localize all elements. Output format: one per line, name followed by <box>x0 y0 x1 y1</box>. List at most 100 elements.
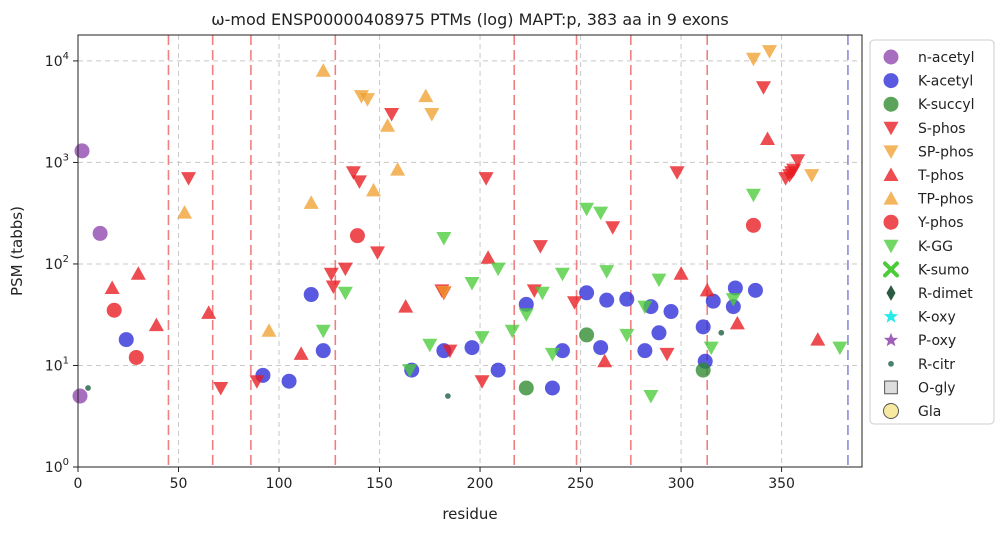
point-tp-phos <box>303 195 319 209</box>
legend-label: T-phos <box>917 168 964 184</box>
legend-item-o-gly: O-gly <box>884 380 956 396</box>
point-k-gg <box>579 202 595 217</box>
point-t-phos <box>673 266 689 280</box>
y-tick-label: 104 <box>45 51 69 70</box>
point-tp-phos <box>177 205 193 219</box>
point-k-gg <box>651 273 667 288</box>
legend-label: SP-phos <box>918 144 974 160</box>
point-t-phos <box>699 282 715 297</box>
legend-marker <box>883 191 899 205</box>
legend-label: K-acetyl <box>918 74 973 90</box>
legend-label: K-GG <box>918 239 953 255</box>
point-k-acetyl <box>705 293 721 309</box>
legend-marker <box>883 261 899 278</box>
legend-marker <box>886 285 896 301</box>
point-s-phos <box>532 240 548 254</box>
point-y-phos <box>128 349 144 365</box>
point-s-phos <box>351 175 367 189</box>
point-r-citr <box>445 393 451 399</box>
legend-marker <box>883 309 899 323</box>
legend-label: R-dimet <box>918 286 973 302</box>
point-n-acetyl <box>72 388 88 404</box>
y-axis-label: PSM (tabbs) <box>8 206 26 296</box>
point-k-gg <box>554 267 570 282</box>
point-k-gg <box>464 276 480 291</box>
point-k-acetyl <box>593 340 609 356</box>
point-k-gg <box>832 341 848 356</box>
point-s-phos <box>659 347 675 362</box>
point-tp-phos <box>390 162 406 176</box>
data-points <box>72 45 848 404</box>
legend-marker <box>883 167 899 181</box>
point-s-phos <box>442 344 458 359</box>
legend-label: K-oxy <box>918 310 956 326</box>
legend-marker <box>883 96 899 112</box>
legend-marker <box>883 214 899 230</box>
chart-title: ω-mod ENSP00000408975 PTMs (log) MAPT:p,… <box>211 10 729 29</box>
legend-item-n-acetyl: n-acetyl <box>883 49 974 66</box>
point-sp-phos <box>762 45 778 59</box>
legend-item-k-succyl: K-succyl <box>883 96 975 113</box>
point-k-gg <box>745 188 761 203</box>
point-k-succyl <box>579 327 595 343</box>
x-tick-label: 300 <box>668 476 695 492</box>
x-tick-label: 0 <box>74 476 83 492</box>
point-k-acetyl <box>490 362 506 378</box>
legend-label: K-sumo <box>918 262 969 278</box>
point-tp-phos <box>366 182 382 197</box>
legend-item-k-acetyl: K-acetyl <box>883 73 973 90</box>
point-s-phos <box>567 296 583 310</box>
point-k-gg <box>504 324 520 339</box>
point-s-phos <box>755 81 771 95</box>
point-y-phos <box>349 228 365 244</box>
point-s-phos <box>384 107 400 122</box>
point-s-phos <box>474 375 490 389</box>
x-axis-ticks: 0 50 100 150 200 250 300 350 <box>74 467 795 492</box>
point-k-gg <box>637 300 653 315</box>
point-k-gg <box>619 328 635 343</box>
point-s-phos <box>181 172 197 186</box>
legend-label: R-citr <box>918 357 955 373</box>
x-tick-label: 50 <box>170 476 188 492</box>
plot-background <box>78 35 862 467</box>
legend-label: K-succyl <box>918 97 975 113</box>
point-k-gg <box>337 286 353 301</box>
legend-label: P-oxy <box>918 333 956 349</box>
y-tick-label: 103 <box>45 152 69 171</box>
x-axis-label: residue <box>442 505 497 523</box>
point-k-acetyl <box>747 282 763 298</box>
point-s-phos <box>345 166 361 180</box>
y-tick-label: 100 <box>45 457 69 476</box>
point-tp-phos <box>380 118 396 132</box>
legend-marker <box>883 332 899 347</box>
point-sp-phos <box>804 169 820 183</box>
point-k-gg <box>474 331 490 345</box>
point-s-phos <box>337 262 353 277</box>
point-s-phos <box>249 375 265 389</box>
point-k-gg <box>725 293 741 307</box>
point-k-acetyl <box>579 285 595 301</box>
point-sp-phos <box>359 93 375 107</box>
legend-marker <box>888 360 894 367</box>
point-k-acetyl <box>118 332 134 348</box>
legend-item-sp-phos: SP-phos <box>883 144 974 160</box>
legend-item-tp-phos: TP-phos <box>883 191 973 208</box>
point-r-citr <box>718 329 725 336</box>
point-t-phos <box>130 266 146 280</box>
x-tick-label: 200 <box>467 476 494 492</box>
point-n-acetyl <box>92 225 108 241</box>
point-k-gg <box>422 338 438 353</box>
point-s-phos <box>370 246 386 260</box>
point-k-succyl <box>695 362 711 378</box>
legend-item-t-phos: T-phos <box>883 167 964 184</box>
point-k-gg <box>544 347 560 362</box>
legend-marker <box>883 49 899 65</box>
legend-item-s-phos: S-phos <box>883 121 966 137</box>
legend-label: TP-phos <box>917 192 973 208</box>
y-axis-ticks: 100 101 102 103 104 <box>45 51 78 476</box>
y-tick-label: 101 <box>45 355 69 374</box>
legend-frame <box>869 39 995 425</box>
point-t-phos <box>293 346 309 360</box>
grid <box>78 35 862 467</box>
